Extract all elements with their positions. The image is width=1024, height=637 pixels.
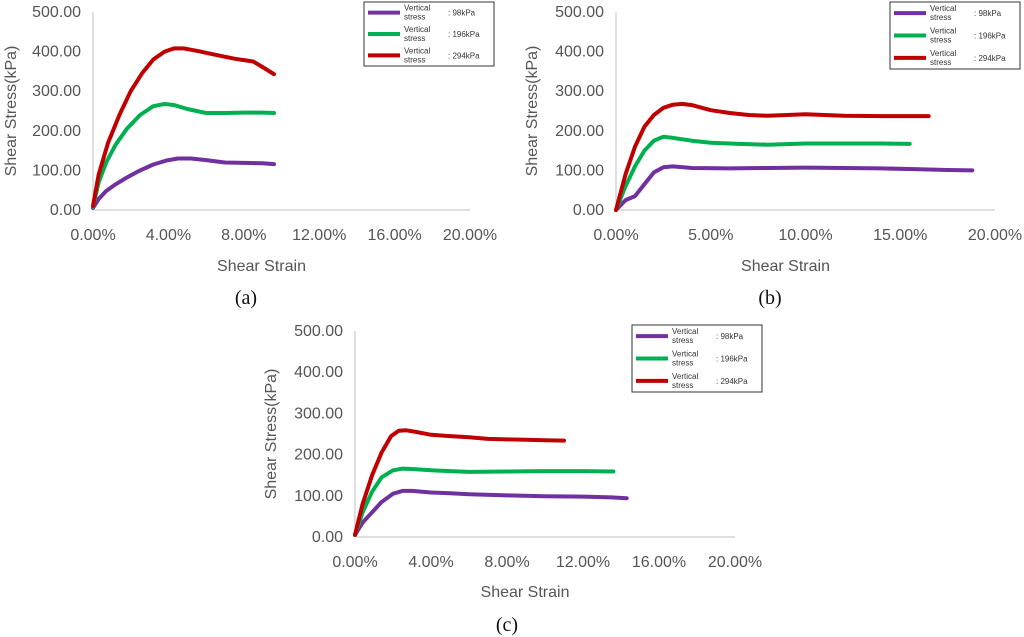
series-line-98kPa xyxy=(91,156,276,210)
x-tick-label: 20.00% xyxy=(443,227,497,244)
y-axis-title: Shear Stress(kPa) xyxy=(263,369,280,500)
x-tick-label: 16.00% xyxy=(632,554,686,571)
legend-prefix-line1: Vertical xyxy=(672,372,698,381)
x-axis-title: Shear Strain xyxy=(481,584,570,601)
series-line-196kPa xyxy=(353,466,616,537)
y-tick-label: 100.00 xyxy=(555,162,604,179)
series-line-294kPa xyxy=(353,428,566,537)
legend-prefix-line2: stress xyxy=(930,58,951,67)
x-tick-label: 12.00% xyxy=(292,227,346,244)
series-line-196kPa xyxy=(91,101,276,209)
legend-value: : 294kPa xyxy=(974,54,1006,63)
y-tick-label: 300.00 xyxy=(294,405,343,422)
y-tick-label: 400.00 xyxy=(294,364,343,381)
legend-prefix-line2: stress xyxy=(930,13,951,22)
legend-value: : 98kPa xyxy=(716,332,744,341)
x-tick-label: 12.00% xyxy=(556,554,610,571)
legend-prefix-line2: stress xyxy=(672,381,693,390)
x-tick-label: 4.00% xyxy=(408,554,453,571)
chart-panel-b: 0.00 100.00 200.00 300.00 400.00 500.00 0.00% 5… xyxy=(524,1,1022,275)
x-tick-label: 20.00% xyxy=(968,227,1022,244)
legend-value: : 196kPa xyxy=(448,30,480,39)
legend-prefix-line1: Vertical xyxy=(930,4,956,13)
y-tick-label: 0.00 xyxy=(50,202,81,219)
legend-prefix-line1: Vertical xyxy=(672,350,698,359)
y-tick-label: 200.00 xyxy=(555,123,604,140)
x-tick-label: 10.00% xyxy=(778,227,832,244)
y-axis-title: Shear Stress(kPa) xyxy=(3,46,20,177)
x-tick-label: 0.00% xyxy=(332,554,377,571)
legend-value: : 196kPa xyxy=(974,32,1006,41)
x-tick-label: 8.00% xyxy=(484,554,529,571)
legend-prefix-line1: Vertical xyxy=(404,4,430,13)
legend-prefix-line1: Vertical xyxy=(930,27,956,36)
y-axis-title: Shear Stress(kPa) xyxy=(524,46,541,177)
y-tick-label: 400.00 xyxy=(555,44,604,61)
x-tick-label: 0.00% xyxy=(593,227,638,244)
series-line-294kPa xyxy=(91,46,276,208)
legend-value: : 294kPa xyxy=(716,377,748,386)
legend-prefix-line2: stress xyxy=(404,34,425,43)
x-axis-title: Shear Strain xyxy=(217,258,306,275)
panel-label-a: (a) xyxy=(235,287,257,309)
legend-prefix-line2: stress xyxy=(672,336,693,345)
y-tick-label: 500.00 xyxy=(294,323,343,340)
panel-label-b: (b) xyxy=(758,287,781,309)
y-tick-label: 200.00 xyxy=(32,123,81,140)
x-tick-label: 8.00% xyxy=(221,227,266,244)
x-tick-label: 5.00% xyxy=(688,227,733,244)
series-line-196kPa xyxy=(614,134,912,212)
x-tick-label: 4.00% xyxy=(146,227,191,244)
legend-prefix-line2: stress xyxy=(404,55,425,64)
y-tick-label: 500.00 xyxy=(32,4,81,21)
x-tick-label: 0.00% xyxy=(70,227,115,244)
legend-value: : 98kPa xyxy=(974,9,1002,18)
y-tick-label: 400.00 xyxy=(32,44,81,61)
chart-panel-c: 0.00 100.00 200.00 300.00 400.00 500.00 0.00% 4… xyxy=(263,323,763,601)
legend-prefix-line2: stress xyxy=(672,359,693,368)
chart-panel-a: 0.00 100.00 200.00 300.00 400.00 500.00 0.00% 4… xyxy=(3,1,497,275)
x-tick-label: 20.00% xyxy=(708,554,762,571)
legend-prefix-line1: Vertical xyxy=(672,327,698,336)
legend-prefix-line1: Vertical xyxy=(930,49,956,58)
legend-value: : 294kPa xyxy=(448,51,480,60)
y-tick-label: 100.00 xyxy=(294,488,343,505)
panel-label-c: (c) xyxy=(496,614,518,636)
y-tick-label: 100.00 xyxy=(32,162,81,179)
y-tick-label: 200.00 xyxy=(294,447,343,464)
x-axis-title: Shear Strain xyxy=(741,258,830,275)
x-tick-label: 15.00% xyxy=(873,227,927,244)
x-tick-label: 16.00% xyxy=(367,227,421,244)
series-line-98kPa xyxy=(353,488,629,537)
y-tick-label: 300.00 xyxy=(32,83,81,100)
series-line-294kPa xyxy=(614,101,931,212)
series-line-98kPa xyxy=(614,164,975,212)
y-tick-label: 0.00 xyxy=(312,529,343,546)
legend-value: : 98kPa xyxy=(448,9,476,18)
y-tick-label: 300.00 xyxy=(555,83,604,100)
legend-prefix-line1: Vertical xyxy=(404,25,430,34)
legend-prefix-line2: stress xyxy=(404,13,425,22)
y-tick-label: 0.00 xyxy=(573,202,604,219)
y-tick-label: 500.00 xyxy=(555,4,604,21)
legend-prefix-line2: stress xyxy=(930,36,951,45)
legend-prefix-line1: Vertical xyxy=(404,46,430,55)
legend-value: : 196kPa xyxy=(716,355,748,364)
